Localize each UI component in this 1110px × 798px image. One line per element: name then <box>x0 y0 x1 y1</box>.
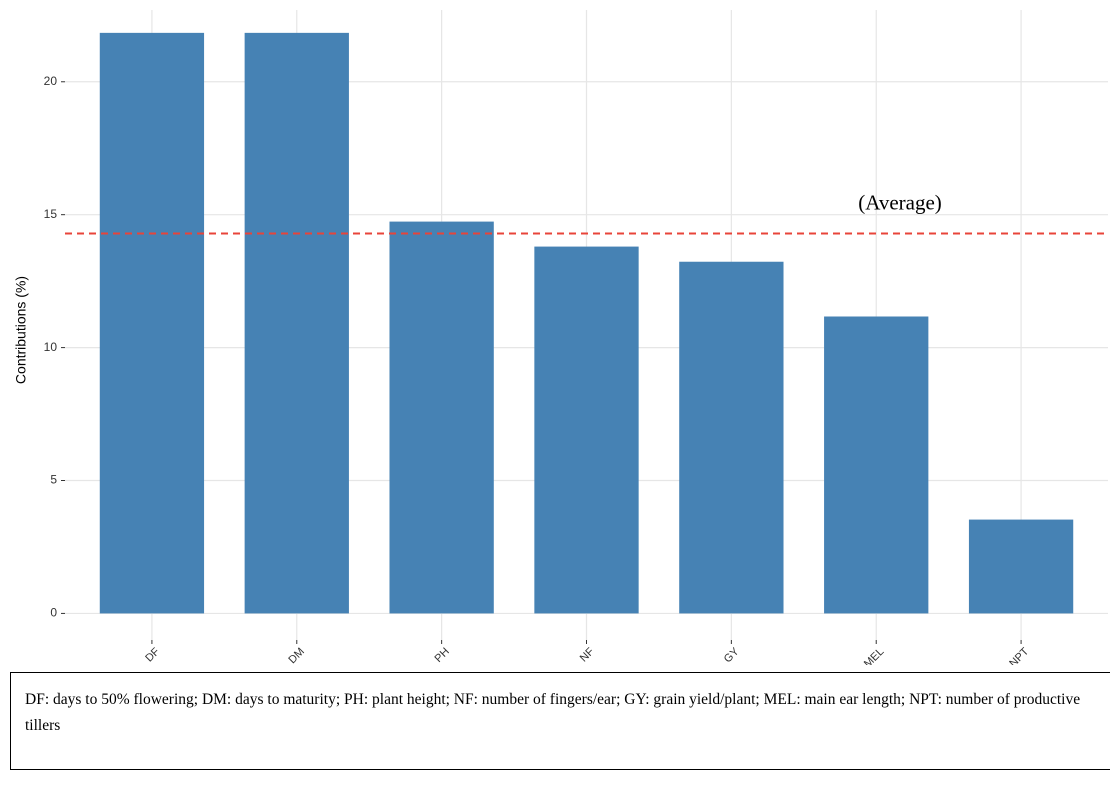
y-tick-label: 5 <box>50 473 57 487</box>
x-tick-label: DM <box>286 646 307 665</box>
average-label: (Average) <box>858 190 942 214</box>
x-tick-label: MEL <box>862 646 886 665</box>
x-tick-label: DF <box>143 645 162 664</box>
bar <box>389 221 494 614</box>
x-tick-label: NF <box>578 645 597 664</box>
x-tick-label: PH <box>433 646 452 665</box>
chart: Contributions (%) 0 5 10 15 20 DF DM PH NF GY MEL N… <box>13 10 1108 665</box>
y-axis-title: Contributions (%) <box>13 276 29 384</box>
x-tick-label: GY <box>722 645 742 665</box>
bar <box>244 32 349 614</box>
y-tick-label: 15 <box>44 207 58 221</box>
y-tick-label: 20 <box>44 74 58 88</box>
x-tick-label: NPT <box>1007 645 1031 665</box>
y-tick-label: 0 <box>50 606 57 620</box>
bar <box>99 32 205 614</box>
y-tick-label: 10 <box>44 340 58 354</box>
bar <box>534 246 639 614</box>
bar <box>679 261 784 614</box>
bar <box>824 316 929 614</box>
bar <box>968 519 1074 614</box>
footnote: DF: days to 50% flowering; DM: days to m… <box>10 672 1110 770</box>
